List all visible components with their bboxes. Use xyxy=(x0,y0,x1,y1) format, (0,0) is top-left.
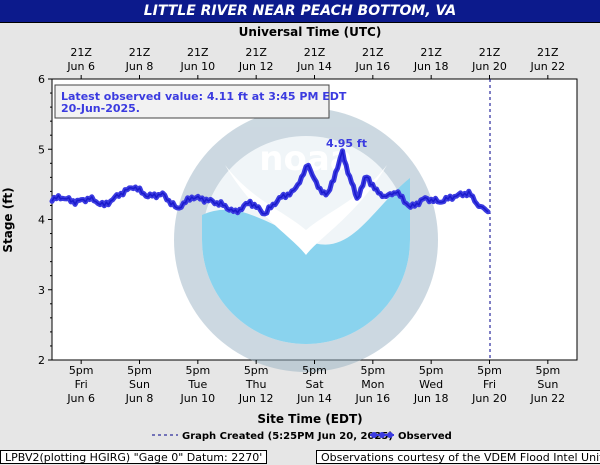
peak-value-label: 4.95 ft xyxy=(326,137,367,150)
bottom-tick-label-time: 5pm xyxy=(302,364,327,377)
bottom-tick-label-date: Jun 18 xyxy=(413,392,449,405)
legend-observed-label: Observed xyxy=(398,431,452,442)
bottom-tick-label-date: Jun 16 xyxy=(354,392,390,405)
bottom-tick-label-time: 5pm xyxy=(244,364,269,377)
legend-observed-marker xyxy=(387,432,393,438)
bottom-tick-label-time: 5pm xyxy=(535,364,560,377)
bottom-tick-label-day: Sun xyxy=(537,378,558,391)
bottom-tick-label-time: 5pm xyxy=(69,364,94,377)
top-tick-label-date: Jun 18 xyxy=(413,60,449,73)
top-tick-label-date: Jun 22 xyxy=(529,60,565,73)
latest-value-line2: 20-Jun-2025. xyxy=(61,102,140,115)
page-title: LITTLE RIVER NEAR PEACH BOTTOM, VA xyxy=(143,3,457,19)
bottom-tick-label-time: 5pm xyxy=(127,364,152,377)
bottom-tick-label-date: Jun 14 xyxy=(296,392,332,405)
top-tick-label-utc: 21Z xyxy=(129,46,151,59)
top-tick-label-date: Jun 20 xyxy=(471,60,507,73)
bottom-tick-label-day: Fri xyxy=(75,378,88,391)
top-axis-title: Universal Time (UTC) xyxy=(239,25,382,39)
top-tick-label-utc: 21Z xyxy=(70,46,92,59)
top-tick-label-utc: 21Z xyxy=(245,46,267,59)
top-tick-label-utc: 21Z xyxy=(362,46,384,59)
bottom-tick-label-date: Jun 12 xyxy=(238,392,274,405)
bottom-tick-label-time: 5pm xyxy=(360,364,385,377)
bottom-tick-label-day: Fri xyxy=(483,378,496,391)
top-tick-label-utc: 21Z xyxy=(420,46,442,59)
bottom-tick-label-day: Sun xyxy=(129,378,150,391)
top-tick-label-utc: 21Z xyxy=(479,46,501,59)
top-tick-label-utc: 21Z xyxy=(187,46,209,59)
bottom-tick-label-date: Jun 8 xyxy=(125,392,154,405)
bottom-tick-label-time: 5pm xyxy=(477,364,502,377)
latest-value-line1: Latest observed value: 4.11 ft at 3:45 P… xyxy=(61,90,347,103)
y-tick-label: 6 xyxy=(38,73,45,86)
footer-gage-info: LPBV2(plotting HGIRG) "Gage 0" Datum: 22… xyxy=(0,450,268,464)
bottom-tick-label-day: Wed xyxy=(419,378,443,391)
top-tick-label-date: Jun 6 xyxy=(66,60,95,73)
top-tick-label-date: Jun 10 xyxy=(179,60,215,73)
top-tick-label-date: Jun 16 xyxy=(354,60,390,73)
bottom-tick-label-date: Jun 10 xyxy=(179,392,215,405)
bottom-tick-label-day: Sat xyxy=(305,378,324,391)
bottom-tick-label-time: 5pm xyxy=(185,364,210,377)
y-axis-title: Stage (ft) xyxy=(1,187,15,252)
bottom-tick-label-day: Tue xyxy=(187,378,207,391)
top-tick-label-date: Jun 14 xyxy=(296,60,332,73)
footer-attribution: Observations courtesy of the VDEM Flood … xyxy=(316,450,600,464)
top-tick-label-date: Jun 8 xyxy=(125,60,154,73)
title-bar xyxy=(0,0,600,23)
top-tick-label-date: Jun 12 xyxy=(238,60,274,73)
top-tick-label-utc: 21Z xyxy=(304,46,326,59)
bottom-tick-label-day: Mon xyxy=(361,378,384,391)
noaa-watermark-icon: noaa xyxy=(174,108,438,372)
bottom-axis-title: Site Time (EDT) xyxy=(257,412,362,426)
bottom-tick-label-day: Thu xyxy=(245,378,267,391)
latest-value-box xyxy=(54,84,330,119)
y-tick-label: 3 xyxy=(38,284,45,297)
bottom-tick-label-date: Jun 22 xyxy=(529,392,565,405)
legend-observed-marker xyxy=(371,432,377,438)
y-tick-label: 2 xyxy=(38,354,45,367)
y-tick-label: 5 xyxy=(38,143,45,156)
observed-series-outline xyxy=(51,149,489,215)
y-tick-label: 4 xyxy=(38,214,45,227)
legend-observed-marker xyxy=(379,432,385,438)
top-tick-label-utc: 21Z xyxy=(537,46,559,59)
y-axis: 2 3 4 5 6 xyxy=(38,73,52,367)
bottom-tick-label-date: Jun 6 xyxy=(66,392,95,405)
bottom-tick-label-date: Jun 20 xyxy=(471,392,507,405)
bottom-tick-label-time: 5pm xyxy=(419,364,444,377)
legend-created-label: Graph Created (5:25PM Jun 20, 2025) xyxy=(182,431,393,442)
